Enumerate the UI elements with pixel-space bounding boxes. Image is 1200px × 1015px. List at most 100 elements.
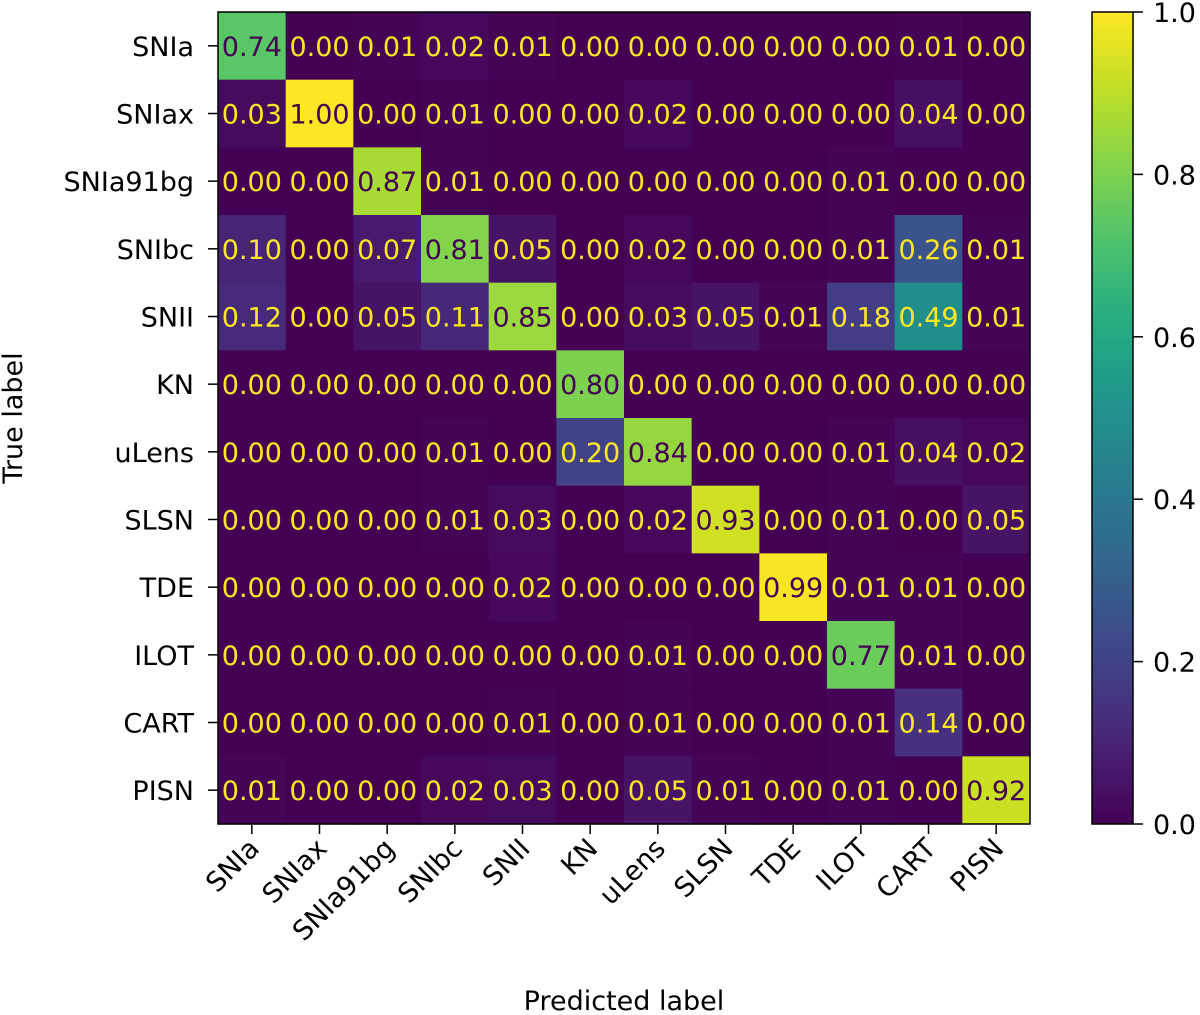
heatmap-cell	[353, 79, 422, 148]
cell-value-label: 0.01	[898, 641, 958, 672]
heatmap-cell	[218, 756, 287, 825]
colorbar-tick-label: 0.4	[1153, 485, 1196, 516]
heatmap-cell	[894, 12, 963, 81]
heatmap-cell	[285, 553, 354, 622]
heatmap-cell	[827, 350, 896, 419]
y-tick-label: SLSN	[124, 506, 194, 537]
heatmap-cell	[691, 282, 760, 351]
colorbar-tick-label: 0.0	[1153, 810, 1196, 841]
x-tick-label: SNIbc	[392, 833, 469, 910]
colorbar-tick-label: 0.2	[1153, 648, 1196, 679]
cell-value-label: 0.01	[425, 506, 485, 537]
heatmap-cell	[353, 282, 422, 351]
cell-value-label: 0.01	[831, 573, 891, 604]
heatmap-cell-labels: 0.74 0.00 0.01 0.02 0.01 0.00 0.00 0.00 0.00 0.00…	[222, 32, 1026, 807]
heatmap-cell	[691, 418, 760, 487]
cell-value-label: 0.00	[966, 641, 1026, 672]
y-axis-ticks: SNIa SNIax SNIa91bg SNIbc SNII KN uLens SLSN TDE…	[64, 32, 218, 807]
colorbar-ticks: 0.0 0.2 0.4 0.6 0.8 1.0	[1133, 0, 1196, 841]
cell-value-label: 0.01	[831, 438, 891, 469]
x-axis-title: Predicted label	[524, 986, 725, 1015]
cell-value-label: 0.02	[628, 506, 688, 537]
heatmap-cell	[624, 756, 693, 825]
cell-value-label: 0.00	[763, 438, 823, 469]
cell-value-label: 0.00	[560, 506, 620, 537]
cell-value-label: 0.03	[222, 100, 282, 131]
heatmap-cell	[691, 350, 760, 419]
x-tick-label: uLens	[594, 833, 672, 911]
cell-value-label: 0.01	[763, 303, 823, 334]
cell-value-label: 0.01	[425, 167, 485, 198]
cell-value-label: 0.00	[695, 438, 755, 469]
cell-value-label: 0.01	[222, 776, 282, 807]
cell-value-label: 0.00	[425, 709, 485, 740]
cell-value-label: 0.00	[628, 573, 688, 604]
heatmap-cell	[827, 418, 896, 487]
y-tick-label: SNII	[141, 303, 194, 334]
heatmap-cell	[827, 79, 896, 148]
heatmap-cell	[962, 12, 1031, 81]
heatmap-cell	[624, 282, 693, 351]
cell-value-label: 0.05	[492, 235, 552, 266]
cell-value-label: 0.05	[695, 303, 755, 334]
heatmap-cell	[218, 418, 287, 487]
cell-value-label: 0.01	[831, 167, 891, 198]
cell-value-label: 0.00	[898, 370, 958, 401]
heatmap-cell	[488, 282, 557, 351]
cell-value-label: 0.00	[560, 235, 620, 266]
cell-value-label: 0.01	[425, 438, 485, 469]
cell-value-label: 1.00	[289, 100, 349, 131]
heatmap-cell	[353, 147, 422, 216]
heatmap-cell	[894, 553, 963, 622]
cell-value-label: 0.00	[560, 167, 620, 198]
heatmap-cell	[691, 12, 760, 81]
heatmap-cell	[285, 756, 354, 825]
cell-value-label: 0.00	[289, 32, 349, 63]
heatmap-cell	[556, 282, 625, 351]
cell-value-label: 0.07	[357, 235, 417, 266]
heatmap-cell	[218, 621, 287, 690]
cell-value-label: 0.00	[763, 506, 823, 537]
cell-value-label: 0.01	[492, 32, 552, 63]
cell-value-label: 0.00	[289, 641, 349, 672]
cell-value-label: 0.01	[628, 709, 688, 740]
cell-value-label: 0.00	[695, 167, 755, 198]
heatmap-cell	[691, 215, 760, 284]
cell-value-label: 0.00	[763, 709, 823, 740]
cell-value-label: 0.00	[492, 370, 552, 401]
cell-value-label: 0.01	[695, 776, 755, 807]
heatmap-cell	[962, 485, 1031, 554]
heatmap-cell	[962, 553, 1031, 622]
heatmap-cell	[624, 418, 693, 487]
cell-value-label: 0.81	[425, 235, 485, 266]
cell-value-label: 0.00	[628, 167, 688, 198]
cell-value-label: 0.00	[289, 235, 349, 266]
heatmap-cell	[691, 553, 760, 622]
heatmap-cell	[691, 79, 760, 148]
heatmap-cell	[218, 215, 287, 284]
cell-value-label: 0.10	[222, 235, 282, 266]
heatmap-cell	[556, 350, 625, 419]
y-tick-label: SNIbc	[117, 235, 194, 266]
y-axis-title: True label	[0, 352, 29, 484]
heatmap-cell	[488, 485, 557, 554]
cell-value-label: 0.00	[966, 573, 1026, 604]
cell-value-label: 0.00	[222, 370, 282, 401]
cell-value-label: 0.00	[763, 100, 823, 131]
heatmap-cell	[556, 147, 625, 216]
heatmap-cell	[353, 756, 422, 825]
cell-value-label: 0.93	[695, 506, 755, 537]
heatmap-cell	[962, 688, 1031, 757]
cell-value-label: 0.00	[289, 438, 349, 469]
heatmap-cell	[894, 147, 963, 216]
cell-value-label: 0.00	[492, 641, 552, 672]
heatmap-cell	[962, 215, 1031, 284]
heatmap-cell	[827, 282, 896, 351]
cell-value-label: 0.49	[898, 303, 958, 334]
cell-value-label: 0.00	[425, 370, 485, 401]
heatmap-cell	[759, 147, 828, 216]
cell-value-label: 0.00	[357, 776, 417, 807]
x-tick-label: SLSN	[668, 833, 739, 904]
cell-value-label: 0.00	[357, 573, 417, 604]
cell-value-label: 0.00	[289, 506, 349, 537]
